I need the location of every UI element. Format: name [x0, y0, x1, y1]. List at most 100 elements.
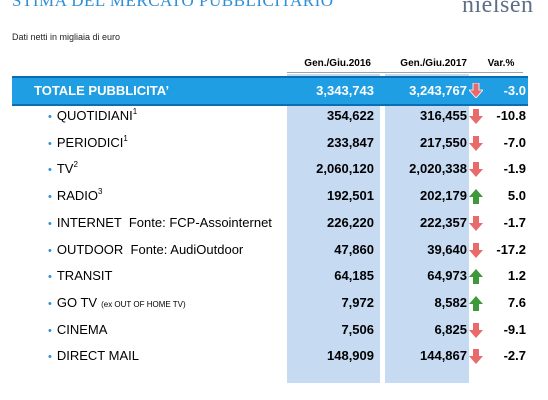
total-label: TOTALE PUBBLICITA’ — [34, 83, 170, 98]
variation-percent: -1.7 — [503, 214, 526, 230]
trend-up-arrow-icon — [469, 189, 483, 205]
value-2017: 222,357 — [420, 214, 467, 230]
row-label: • CINEMA — [48, 318, 107, 342]
value-2016: 7,972 — [341, 294, 374, 310]
row-label-text: OUTDOOR Fonte: AudiOutdoor — [56, 241, 244, 257]
trend-down-arrow-icon — [469, 322, 483, 338]
value-2016: 7,506 — [341, 321, 374, 337]
row-label: • QUOTIDIANI1 — [48, 104, 137, 128]
value-2017: 144,867 — [420, 348, 467, 364]
variation-percent: -10.8 — [496, 108, 526, 123]
nielsen-logo: nielsen — [462, 0, 534, 18]
row-label-text: QUOTIDIANI — [56, 108, 133, 123]
row-label-text: TRANSIT — [56, 268, 113, 284]
variation-percent: -9.1 — [503, 321, 526, 337]
row-label: • DIRECT MAIL — [48, 344, 139, 368]
variation-percent: -7.0 — [503, 134, 526, 150]
row-label: • RADIO3 — [48, 184, 102, 208]
table-row: • TRANSIT 64,185 64,973 1.2 — [0, 264, 548, 288]
value-2016: 226,220 — [327, 214, 374, 230]
variation-percent: -1.9 — [503, 161, 526, 177]
total-row: TOTALE PUBBLICITA’ 3,343,743 3,243,767 -… — [12, 76, 528, 106]
total-value-2016: 3,343,743 — [316, 83, 374, 98]
value-2016: 233,847 — [327, 134, 374, 150]
column-header-variation: Var.% — [487, 58, 515, 69]
variation-percent: 7.6 — [507, 294, 526, 310]
footnote-marker: 1 — [123, 133, 128, 143]
bullet-icon: • — [48, 191, 52, 204]
value-2017: 39,640 — [427, 241, 467, 257]
page-title: STIMA DEL MERCATO PUBBLICITARIO — [12, 0, 334, 10]
row-label-text: PERIODICI — [56, 134, 124, 150]
trend-down-arrow-icon — [469, 215, 483, 231]
row-label-text: INTERNET Fonte: FCP-Assointernet — [56, 214, 272, 230]
table-row: • INTERNET Fonte: FCP-Assointernet 226,220… — [0, 211, 548, 235]
value-2016: 354,622 — [327, 108, 374, 123]
bullet-icon: • — [48, 111, 52, 123]
variation-percent: -17.2 — [496, 241, 526, 257]
column-header-2016: Gen./Giu.2016 — [304, 58, 371, 69]
trend-down-arrow-icon — [469, 162, 483, 178]
value-2017: 6,825 — [434, 321, 467, 337]
total-value-2017: 3,243,767 — [409, 83, 467, 98]
table-row: • GO TV (ex OUT OF HOME TV) 7,972 8,582 7.6 — [0, 291, 548, 315]
header-divider — [287, 72, 523, 73]
table-row: • OUTDOOR Fonte: AudiOutdoor 47,860 39,640 -… — [0, 238, 548, 262]
row-label: • PERIODICI1 — [48, 131, 128, 155]
value-2017: 2,020,338 — [409, 161, 467, 177]
table-row: • DIRECT MAIL 148,909 144,867 -2.7 — [0, 344, 548, 368]
value-2017: 8,582 — [434, 294, 467, 310]
variation-percent: -2.7 — [503, 348, 526, 364]
table-row: • QUOTIDIANI1 354,622 316,455 -10.8 — [0, 104, 548, 128]
bullet-icon: • — [48, 244, 52, 257]
trend-up-arrow-icon — [469, 295, 483, 311]
column-highlight-2017 — [385, 74, 469, 383]
variation-percent: 1.2 — [507, 268, 526, 284]
value-2016: 192,501 — [327, 188, 374, 204]
trend-down-arrow-icon — [469, 242, 483, 258]
table-row: • RADIO3 192,501 202,179 5.0 — [0, 184, 548, 208]
row-label-text: CINEMA — [56, 321, 108, 337]
row-label: • INTERNET Fonte: FCP-Assointernet — [48, 211, 272, 235]
row-label-text: RADIO — [56, 188, 99, 204]
column-header-2017: Gen./Giu.2017 — [400, 58, 467, 69]
footnote-marker: 1 — [132, 107, 138, 116]
bullet-icon: • — [48, 297, 52, 310]
row-label-text: TV — [56, 161, 74, 177]
row-label-text: DIRECT MAIL — [56, 348, 139, 364]
row-label: • GO TV (ex OUT OF HOME TV) — [48, 291, 186, 315]
bullet-icon: • — [48, 271, 52, 284]
variation-percent: 5.0 — [507, 188, 526, 204]
value-2017: 217,550 — [420, 134, 467, 150]
table-row: • TV2 2,060,120 2,020,338 -1.9 — [0, 157, 548, 181]
row-label: • TRANSIT — [48, 264, 112, 288]
bullet-icon: • — [48, 164, 52, 177]
bullet-icon: • — [48, 137, 52, 150]
bullet-icon: • — [48, 324, 52, 337]
bullet-icon: • — [48, 351, 52, 364]
footnote-marker: 3 — [98, 187, 103, 197]
column-highlight-2016 — [287, 74, 380, 383]
value-2016: 2,060,120 — [316, 161, 374, 177]
value-2016: 64,185 — [334, 268, 374, 284]
trend-down-arrow-icon — [469, 109, 483, 124]
row-label-text: GO TV — [56, 294, 98, 310]
trend-up-arrow-icon — [469, 269, 483, 285]
table-row: • CINEMA 7,506 6,825 -9.1 — [0, 318, 548, 342]
table-row: • PERIODICI1 233,847 217,550 -7.0 — [0, 131, 548, 155]
trend-down-arrow-icon — [469, 83, 483, 98]
trend-down-arrow-icon — [469, 349, 483, 365]
total-variation: -3.0 — [503, 83, 526, 98]
row-label: • OUTDOOR Fonte: AudiOutdoor — [48, 238, 243, 262]
row-label: • TV2 — [48, 157, 78, 181]
value-2017: 202,179 — [420, 188, 467, 204]
units-note: Dati netti in migliaia di euro — [12, 32, 121, 42]
row-label-note: (ex OUT OF HOME TV) — [101, 299, 186, 309]
bullet-icon: • — [48, 217, 52, 230]
value-2016: 47,860 — [334, 241, 374, 257]
footnote-marker: 2 — [73, 160, 78, 170]
trend-down-arrow-icon — [469, 135, 483, 151]
value-2016: 148,909 — [327, 348, 374, 364]
value-2017: 316,455 — [420, 108, 467, 123]
value-2017: 64,973 — [427, 268, 467, 284]
